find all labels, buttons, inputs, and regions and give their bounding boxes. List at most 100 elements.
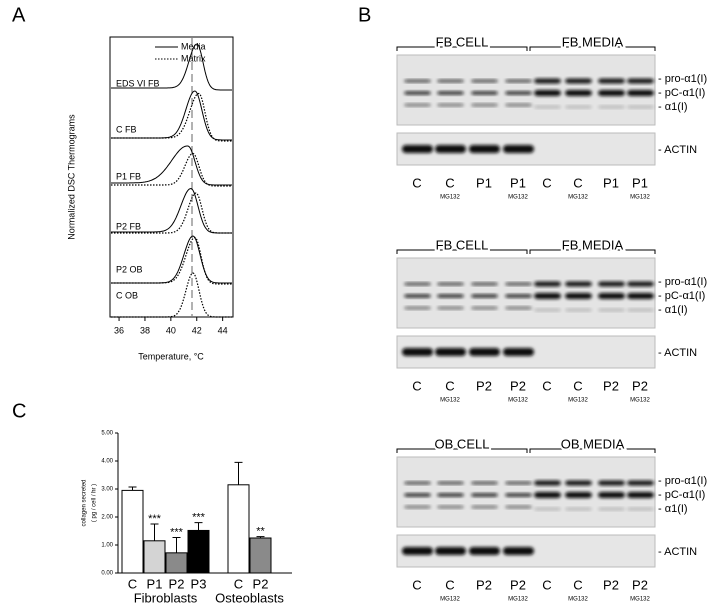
band (437, 294, 464, 298)
x-tick-label: 38 (140, 325, 150, 335)
band (598, 293, 625, 299)
band (437, 91, 464, 95)
band-label: - α1(I) (658, 503, 688, 515)
band (404, 91, 431, 95)
y-tick-label: 3.00 (101, 487, 113, 493)
band (565, 308, 592, 312)
band (598, 90, 625, 96)
actin-band (435, 348, 466, 356)
sample-label: P1 FB (116, 171, 141, 181)
band (404, 493, 431, 497)
y-axis-label: Normalized DSC Thermograms (66, 114, 76, 240)
lane-label: P1 (510, 175, 526, 190)
actin-band (469, 547, 500, 555)
y-tick-label: 4.00 (101, 459, 113, 465)
band-label: - α1(I) (658, 101, 688, 113)
significance: *** (192, 512, 206, 524)
bar (249, 537, 272, 574)
band (437, 103, 464, 107)
lane-label: P1 (476, 175, 492, 190)
x-tick-label: P1 (147, 576, 163, 591)
band-label: - pC-α1(I) (658, 290, 705, 302)
band (565, 507, 592, 511)
actin-band (503, 547, 534, 555)
y-tick-label: 0.00 (101, 571, 113, 577)
bar (187, 529, 210, 574)
band (471, 306, 498, 310)
group-bracket (529, 448, 656, 453)
panel-label: A (12, 4, 26, 26)
group-bracket (396, 46, 528, 51)
significance: *** (170, 526, 184, 538)
group-label: OB CELL (435, 436, 490, 451)
y-axis-label: collagen secreted (82, 479, 88, 526)
band (598, 281, 625, 287)
lane-treatment: MG132 (630, 195, 650, 201)
actin-band (402, 547, 433, 555)
group-label: OB MEDIA (561, 436, 625, 451)
band-label: - pro-α1(I) (658, 276, 707, 288)
band (437, 306, 464, 310)
group-label: FB CELL (436, 237, 489, 252)
actin-band (503, 145, 534, 153)
lane-treatment: MG132 (440, 195, 460, 201)
band (471, 481, 498, 485)
sample-label: EDS VI FB (116, 78, 160, 88)
band (598, 308, 625, 312)
band (437, 505, 464, 509)
thermogram-matrix (111, 92, 232, 142)
band (404, 294, 431, 298)
band (565, 78, 592, 84)
band (534, 78, 561, 84)
band-label: - pro-α1(I) (658, 73, 707, 85)
band (534, 480, 561, 486)
lane-label: C (573, 378, 582, 393)
band (505, 294, 532, 298)
band (437, 282, 464, 286)
band (627, 308, 654, 312)
x-tick-label: P2 (169, 576, 185, 591)
band (404, 306, 431, 310)
band (404, 481, 431, 485)
lane-label: P2 (632, 577, 648, 592)
error-bar (128, 486, 137, 491)
lane-label: C (542, 175, 551, 190)
band (627, 293, 654, 299)
group-label: Fibroblasts (134, 590, 198, 605)
lane-treatment: MG132 (440, 597, 460, 603)
actin-band (469, 145, 500, 153)
x-tick-label: C (128, 576, 137, 591)
x-tick-label: 42 (192, 325, 202, 335)
x-tick-label: 40 (166, 325, 176, 335)
lane-label: C (412, 577, 421, 592)
actin-band (402, 145, 433, 153)
band (627, 480, 654, 486)
band (627, 90, 654, 96)
band (404, 282, 431, 286)
y-tick-label: 5.00 (101, 431, 113, 437)
lane-label: C (445, 175, 454, 190)
band (471, 282, 498, 286)
band (505, 481, 532, 485)
error-bar (234, 461, 243, 485)
bar (165, 552, 188, 574)
lane-label: C (412, 175, 421, 190)
lane-treatment: MG132 (508, 195, 528, 201)
lane-label: P2 (603, 378, 619, 393)
band-label: - ACTIN (658, 144, 697, 156)
band-label: - α1(I) (658, 304, 688, 316)
bar (227, 484, 250, 574)
x-tick-label: 44 (218, 325, 228, 335)
lane-label: P2 (632, 378, 648, 393)
group-label: FB CELL (436, 34, 489, 49)
band (627, 78, 654, 84)
band (534, 105, 561, 109)
panel-label: B (358, 4, 371, 26)
lane-label: C (445, 577, 454, 592)
band (565, 105, 592, 109)
band (404, 103, 431, 107)
band (437, 493, 464, 497)
error-bar (256, 536, 265, 538)
group-bracket (396, 249, 528, 254)
